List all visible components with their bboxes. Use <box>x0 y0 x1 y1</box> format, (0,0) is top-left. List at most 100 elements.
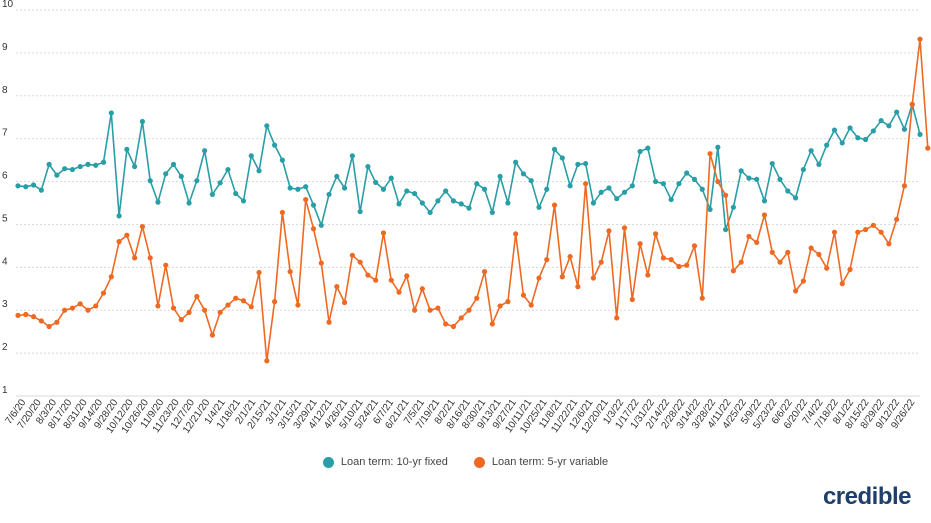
data-point[interactable] <box>443 188 449 194</box>
data-point[interactable] <box>629 296 635 303</box>
data-point[interactable] <box>497 303 503 309</box>
data-point[interactable] <box>567 183 573 189</box>
data-point[interactable] <box>23 311 29 318</box>
data-point[interactable] <box>155 199 161 205</box>
data-point[interactable] <box>116 213 122 219</box>
data-point[interactable] <box>209 191 215 198</box>
data-point[interactable] <box>411 190 418 197</box>
data-point[interactable] <box>341 185 348 191</box>
data-point[interactable] <box>38 187 44 193</box>
data-point[interactable] <box>707 206 713 213</box>
data-point[interactable] <box>824 142 830 148</box>
data-point[interactable] <box>808 148 814 154</box>
data-point[interactable] <box>824 265 830 271</box>
data-point[interactable] <box>754 239 760 246</box>
data-point[interactable] <box>155 303 161 309</box>
data-point[interactable] <box>730 204 736 210</box>
data-point[interactable] <box>769 160 775 167</box>
data-point[interactable] <box>264 123 270 129</box>
data-point[interactable] <box>388 277 394 283</box>
data-point[interactable] <box>233 190 239 197</box>
data-point[interactable] <box>93 162 99 168</box>
data-point[interactable] <box>785 188 791 194</box>
data-point[interactable] <box>411 307 418 313</box>
data-point[interactable] <box>85 307 91 313</box>
data-point[interactable] <box>163 262 169 268</box>
data-point[interactable] <box>30 314 37 320</box>
data-point[interactable] <box>256 269 262 276</box>
data-point[interactable] <box>396 201 402 207</box>
data-point[interactable] <box>458 315 464 321</box>
data-point[interactable] <box>746 175 752 181</box>
data-point[interactable] <box>878 229 884 235</box>
data-point[interactable] <box>901 183 908 189</box>
data-point[interactable] <box>54 319 60 325</box>
data-point[interactable] <box>497 173 503 180</box>
data-point[interactable] <box>723 226 729 233</box>
data-point[interactable] <box>839 281 845 287</box>
data-point[interactable] <box>901 126 908 132</box>
data-point[interactable] <box>730 268 736 274</box>
data-point[interactable] <box>660 255 666 261</box>
data-point[interactable] <box>583 160 589 167</box>
data-point[interactable] <box>614 196 620 202</box>
data-point[interactable] <box>684 262 690 268</box>
data-point[interactable] <box>139 223 146 230</box>
data-point[interactable] <box>248 153 254 159</box>
data-point[interactable] <box>279 209 285 216</box>
data-point[interactable] <box>233 295 239 301</box>
data-point[interactable] <box>334 284 340 290</box>
data-point[interactable] <box>715 178 721 185</box>
data-point[interactable] <box>443 321 449 327</box>
data-point[interactable] <box>536 275 542 281</box>
data-point[interactable] <box>225 302 231 308</box>
data-point[interactable] <box>474 295 480 301</box>
data-point[interactable] <box>691 243 698 249</box>
data-point[interactable] <box>303 196 309 203</box>
data-point[interactable] <box>761 212 768 218</box>
data-point[interactable] <box>256 168 262 174</box>
data-point[interactable] <box>194 178 200 184</box>
data-point[interactable] <box>69 305 76 311</box>
data-point[interactable] <box>676 263 682 270</box>
data-point[interactable] <box>917 36 923 42</box>
data-point[interactable] <box>575 161 581 167</box>
data-point[interactable] <box>132 163 138 170</box>
data-point[interactable] <box>466 205 472 211</box>
data-point[interactable] <box>46 161 52 167</box>
data-point[interactable] <box>699 295 705 301</box>
data-point[interactable] <box>723 192 729 198</box>
data-point[interactable] <box>676 181 682 187</box>
data-point[interactable] <box>489 209 495 216</box>
data-point[interactable] <box>124 232 130 238</box>
data-point[interactable] <box>629 183 635 189</box>
data-point[interactable] <box>637 241 643 247</box>
data-point[interactable] <box>310 226 317 232</box>
data-point[interactable] <box>178 173 184 180</box>
data-point[interactable] <box>116 239 122 245</box>
data-point[interactable] <box>505 299 511 305</box>
data-point[interactable] <box>435 305 441 311</box>
data-point[interactable] <box>590 200 597 206</box>
data-point[interactable] <box>513 231 519 237</box>
data-point[interactable] <box>567 254 573 260</box>
data-point[interactable] <box>318 222 324 228</box>
data-point[interactable] <box>544 257 550 263</box>
data-point[interactable] <box>917 131 923 137</box>
data-point[interactable] <box>272 142 278 148</box>
data-point[interactable] <box>373 179 379 186</box>
data-point[interactable] <box>170 161 177 167</box>
data-point[interactable] <box>691 176 698 183</box>
data-point[interactable] <box>481 186 488 192</box>
data-point[interactable] <box>38 318 44 324</box>
data-point[interactable] <box>100 290 107 296</box>
data-point[interactable] <box>894 216 900 222</box>
data-point[interactable] <box>404 273 410 279</box>
data-point[interactable] <box>396 289 402 295</box>
data-point[interactable] <box>46 323 52 330</box>
data-point[interactable] <box>668 196 674 203</box>
data-point[interactable] <box>427 307 433 313</box>
data-point[interactable] <box>85 161 91 167</box>
data-point[interactable] <box>132 255 138 261</box>
data-point[interactable] <box>77 163 83 170</box>
